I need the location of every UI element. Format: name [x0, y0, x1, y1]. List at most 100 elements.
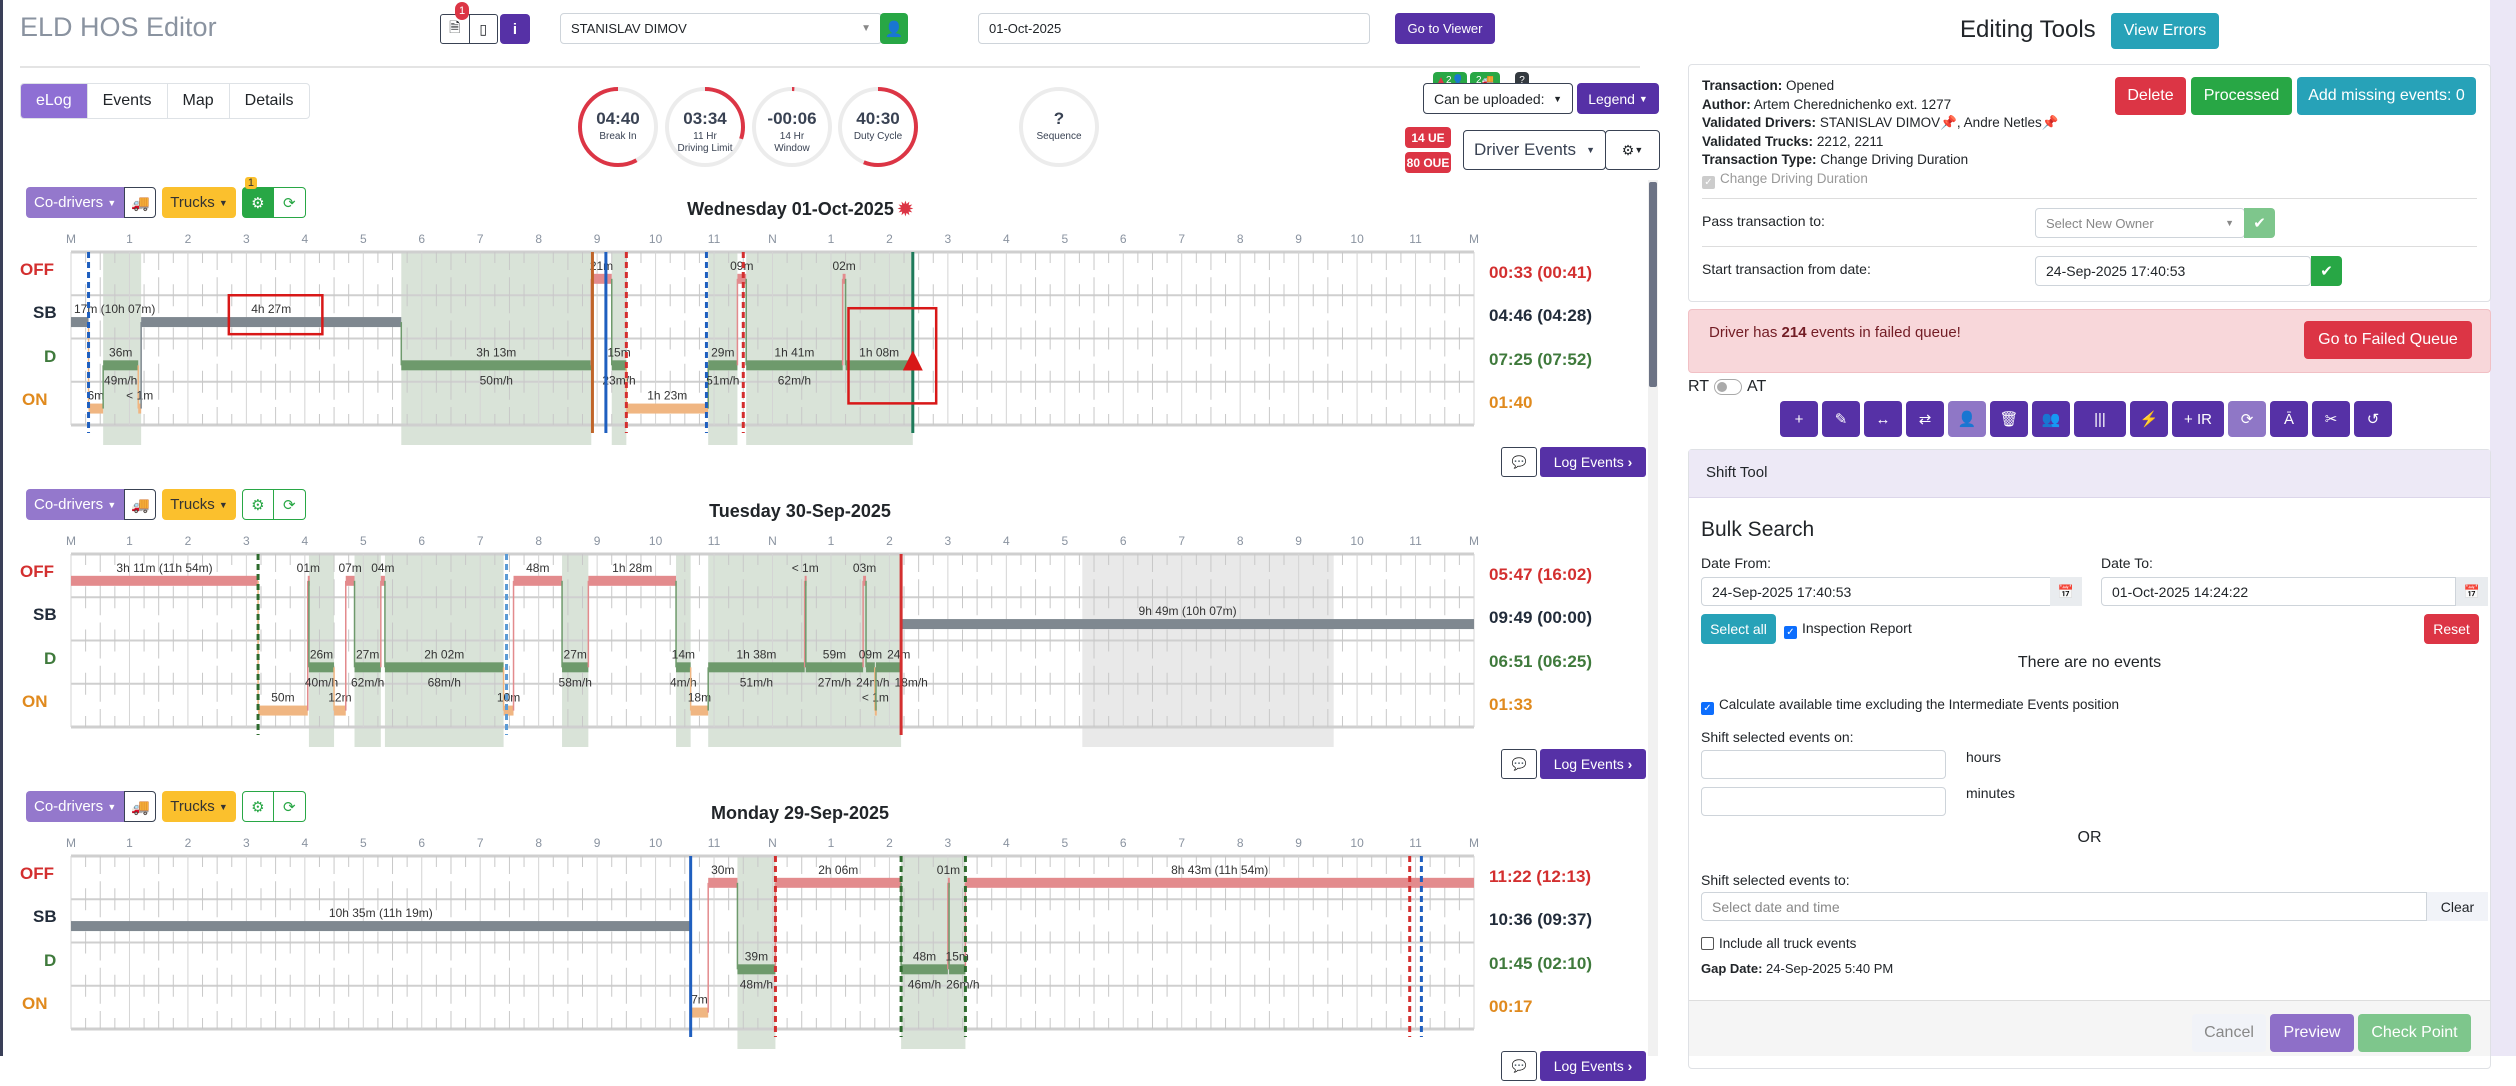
- delete-button[interactable]: Delete: [2115, 77, 2186, 115]
- driver-profile-button[interactable]: 👤: [880, 13, 908, 44]
- include-truck-option[interactable]: Include all truck events: [1701, 936, 1856, 951]
- left-edge: [0, 0, 3, 1056]
- shift-to-datetime-input[interactable]: Select date and time: [1701, 892, 2427, 921]
- start-date-confirm-button[interactable]: ✔: [2311, 256, 2342, 286]
- date-to-input[interactable]: 01-Oct-2025 14:24:22: [2101, 577, 2456, 606]
- engine-button[interactable]: ⚙: [241, 489, 274, 520]
- settings-dropdown[interactable]: ⚙ ▼: [1605, 130, 1660, 170]
- select-all-button[interactable]: Select all: [1701, 614, 1776, 644]
- calendar-icon[interactable]: 📅: [2456, 577, 2488, 606]
- gauge-2[interactable]: -00:06 14 Hr Window: [750, 85, 834, 169]
- shift-hours-input[interactable]: [1701, 750, 1946, 779]
- legend-button[interactable]: Legend ▼: [1577, 83, 1659, 114]
- calculate-option[interactable]: ✓ Calculate available time excluding the …: [1701, 697, 2119, 715]
- header-divider: [20, 66, 1640, 68]
- add-missing-events-button[interactable]: Add missing events: 0: [2297, 77, 2476, 115]
- rt-at-toggle[interactable]: [1714, 379, 1743, 395]
- gauge-3[interactable]: 40:30 Duty Cycle: [836, 85, 920, 169]
- view-errors-button[interactable]: View Errors: [2111, 13, 2219, 49]
- gauge-0[interactable]: 04:40 Break In: [576, 85, 660, 169]
- events-type-select[interactable]: Driver Events ▼: [1463, 130, 1606, 170]
- tool-button-3[interactable]: ⇄: [1906, 401, 1944, 437]
- tab-details[interactable]: Details: [244, 92, 294, 109]
- tool-button-13[interactable]: ↺: [2354, 401, 2392, 437]
- tab-map[interactable]: Map: [168, 84, 230, 118]
- truck-icon[interactable]: 🚚: [124, 791, 157, 822]
- go-to-failed-queue-button[interactable]: Go to Failed Queue: [2304, 321, 2472, 359]
- oue-badge[interactable]: 80 OUE: [1405, 152, 1451, 173]
- speed-label: 50m/h: [480, 373, 513, 387]
- note-icon[interactable]: ▯: [479, 20, 488, 37]
- total-sb: 04:46 (04:28): [1489, 306, 1593, 326]
- gauge-label: 14 Hr Window: [774, 131, 810, 154]
- check-point-button[interactable]: Check Point: [2358, 1014, 2471, 1052]
- trucks-dropdown[interactable]: Trucks ▼: [162, 791, 236, 822]
- cancel-button[interactable]: Cancel: [2192, 1014, 2266, 1052]
- preview-button[interactable]: Preview: [2270, 1014, 2354, 1052]
- go-to-viewer-button[interactable]: Go to Viewer: [1395, 13, 1495, 44]
- clear-button[interactable]: Clear: [2427, 892, 2488, 921]
- hos-graph[interactable]: M 1 2 3 4 5 6 7 8 9 10 11 N 1 2 3 4 5 6 7 8 9 10 11 M 3h 11m (11h…: [0, 484, 1648, 784]
- tool-button-11[interactable]: Ā: [2270, 401, 2308, 437]
- scrollbar-thumb[interactable]: [1649, 182, 1657, 387]
- tool-button-2[interactable]: ↔: [1864, 401, 1902, 437]
- tool-button-10[interactable]: ⟳: [2228, 401, 2266, 437]
- tool-button-4[interactable]: 👤: [1948, 401, 1986, 437]
- trucks-dropdown[interactable]: Trucks ▼: [162, 489, 236, 520]
- right-scrollbar[interactable]: [2490, 0, 2516, 1056]
- inspection-report-option[interactable]: ✓ Inspection Report: [1784, 620, 1912, 639]
- tool-button-0[interactable]: +: [1780, 401, 1818, 437]
- tool-button-8[interactable]: ⚡: [2130, 401, 2168, 437]
- tool-button-9[interactable]: + IR: [2172, 401, 2224, 437]
- comment-button[interactable]: 💬: [1501, 749, 1537, 779]
- tool-button-7[interactable]: |||: [2074, 401, 2126, 437]
- pass-transaction-label: Pass transaction to:: [1702, 213, 1825, 229]
- date-from-input[interactable]: 24-Sep-2025 17:40:53: [1701, 577, 2051, 606]
- upload-status-select[interactable]: Can be uploaded: ▼: [1423, 83, 1573, 114]
- gauge-1[interactable]: 03:34 11 Hr Driving Limit: [663, 85, 747, 169]
- status-bar-d: [401, 360, 592, 371]
- engine-button[interactable]: ⚙: [241, 791, 274, 822]
- gauge-4[interactable]: ? Sequence: [1017, 85, 1101, 169]
- calendar-icon[interactable]: 📅: [2050, 577, 2082, 606]
- codrivers-dropdown[interactable]: Co-drivers ▼: [26, 489, 125, 520]
- hos-graph[interactable]: M 1 2 3 4 5 6 7 8 9 10 11 N 1 2 3 4 5 6 7 8 9 10 11 M 10h 35m (11…: [0, 786, 1648, 1086]
- comment-button[interactable]: 💬: [1501, 447, 1537, 477]
- trucks-dropdown[interactable]: Trucks ▼: [162, 187, 236, 218]
- inspection-report-checkbox[interactable]: ✓: [1784, 626, 1797, 639]
- truck-icon[interactable]: 🚚: [124, 187, 157, 218]
- start-date-input[interactable]: 24-Sep-2025 17:40:53: [2035, 256, 2311, 286]
- tool-button-1[interactable]: ✎: [1822, 401, 1860, 437]
- hour-label: 6: [418, 836, 425, 850]
- shift-minutes-input[interactable]: [1701, 787, 1946, 816]
- new-owner-select[interactable]: Select New Owner ▼: [2035, 208, 2245, 238]
- reset-button[interactable]: Reset: [2424, 614, 2479, 644]
- refresh-icon[interactable]: ⟳: [273, 791, 306, 822]
- ue-badge[interactable]: 14 UE: [1405, 127, 1451, 148]
- document-icon[interactable]: 🗎: [441, 15, 470, 43]
- left-scrollbar[interactable]: [1648, 180, 1658, 1056]
- date-input[interactable]: 01-Oct-2025: [978, 13, 1370, 44]
- driver-select[interactable]: STANISLAV DIMOV ▼: [560, 13, 882, 44]
- tab-elog[interactable]: eLog: [21, 84, 88, 118]
- include-truck-checkbox[interactable]: [1701, 937, 1714, 950]
- pass-confirm-button[interactable]: ✔: [2244, 208, 2275, 238]
- log-events-button[interactable]: Log Events ›: [1540, 749, 1646, 779]
- log-events-button[interactable]: Log Events ›: [1540, 447, 1646, 477]
- refresh-icon[interactable]: ⟳: [273, 489, 306, 520]
- chevron-down-icon: ▼: [1553, 93, 1562, 104]
- info-button[interactable]: i: [500, 14, 530, 44]
- tool-button-6[interactable]: 👥: [2032, 401, 2070, 437]
- tool-button-5[interactable]: 🗑: [1990, 401, 2028, 437]
- status-bar-d: [875, 662, 902, 673]
- engine-button[interactable]: ⚙ 1: [241, 177, 274, 218]
- truck-icon[interactable]: 🚚: [124, 489, 157, 520]
- calculate-checkbox[interactable]: ✓: [1701, 702, 1714, 715]
- processed-button[interactable]: Processed: [2191, 77, 2292, 115]
- hos-graph[interactable]: M 1 2 3 4 5 6 7 8 9 10 11 N 1 2 3 4 5 6 7 8 9 10 11 M 17m (10h 07…: [0, 182, 1648, 482]
- refresh-icon[interactable]: ⟳: [273, 187, 306, 218]
- tool-button-12[interactable]: ✂: [2312, 401, 2350, 437]
- codrivers-dropdown[interactable]: Co-drivers ▼: [26, 791, 125, 822]
- codrivers-dropdown[interactable]: Co-drivers ▼: [26, 187, 125, 218]
- tab-events[interactable]: Events: [88, 84, 168, 118]
